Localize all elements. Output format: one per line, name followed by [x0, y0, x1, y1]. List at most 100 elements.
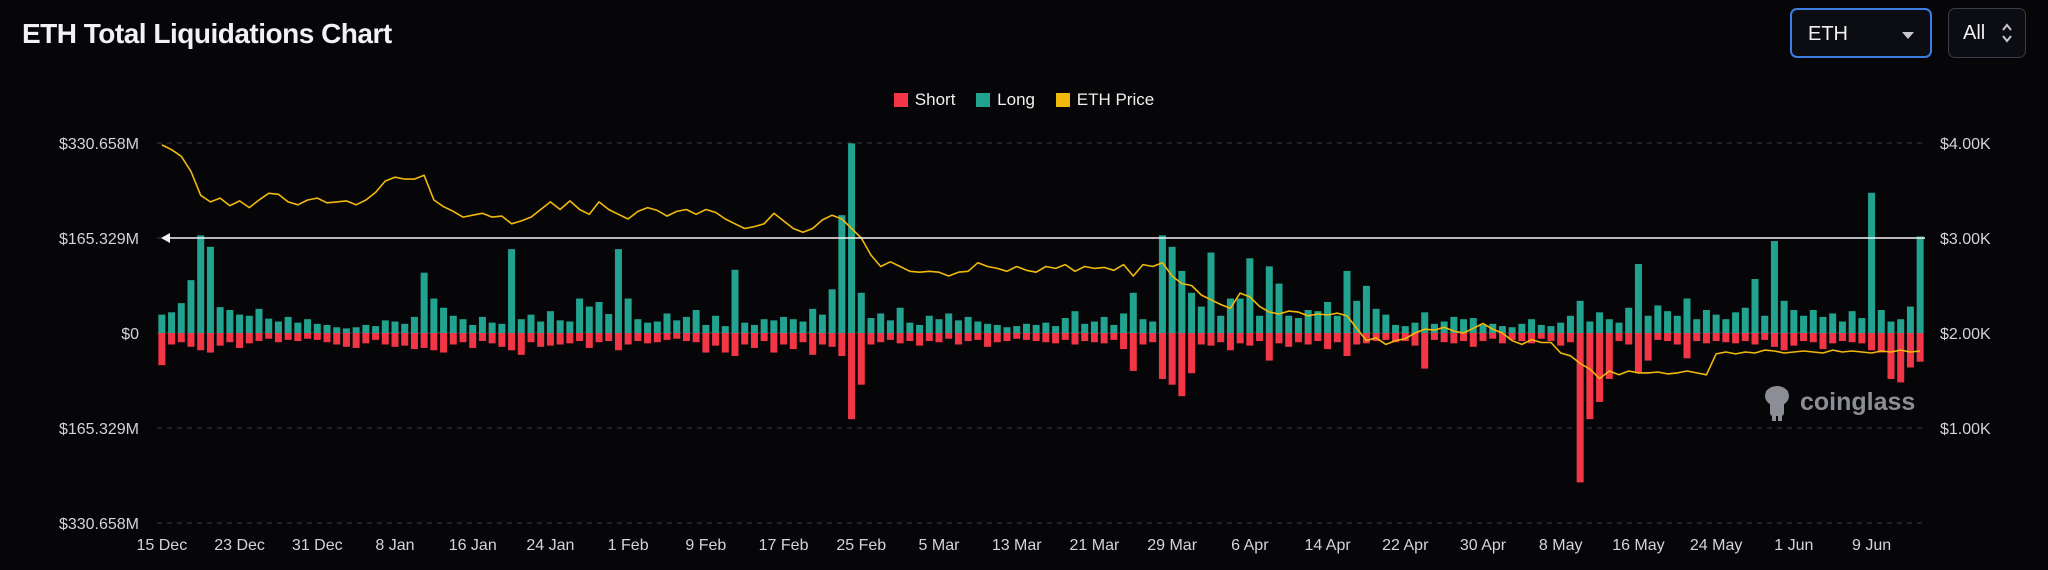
- short-bar[interactable]: [605, 333, 613, 342]
- long-bar[interactable]: [1702, 310, 1710, 333]
- short-bar[interactable]: [1644, 333, 1652, 361]
- short-bar[interactable]: [1518, 333, 1526, 342]
- short-bar[interactable]: [1129, 333, 1137, 371]
- long-bar[interactable]: [702, 324, 710, 333]
- long-bar[interactable]: [1294, 318, 1302, 333]
- short-bar[interactable]: [741, 333, 749, 345]
- short-bar[interactable]: [1275, 333, 1283, 344]
- long-bar[interactable]: [410, 316, 418, 333]
- short-bar[interactable]: [449, 333, 457, 345]
- long-bar[interactable]: [712, 315, 720, 333]
- long-bar[interactable]: [420, 272, 428, 333]
- long-bar[interactable]: [993, 324, 1001, 333]
- long-bar[interactable]: [1751, 278, 1759, 333]
- short-bar[interactable]: [206, 333, 214, 353]
- short-bar[interactable]: [1013, 333, 1021, 339]
- short-bar[interactable]: [760, 333, 768, 342]
- long-bar[interactable]: [1129, 292, 1137, 333]
- coin-select[interactable]: ETH: [1790, 8, 1932, 58]
- short-bar[interactable]: [1003, 333, 1011, 342]
- short-bar[interactable]: [750, 333, 758, 348]
- long-bar[interactable]: [624, 298, 632, 333]
- short-bar[interactable]: [984, 333, 992, 347]
- long-bar[interactable]: [906, 322, 914, 333]
- short-bar[interactable]: [1537, 333, 1545, 339]
- long-bar[interactable]: [1790, 310, 1798, 333]
- long-bar[interactable]: [1275, 283, 1283, 333]
- long-bar[interactable]: [945, 313, 953, 333]
- short-bar[interactable]: [1382, 333, 1390, 340]
- long-bar[interactable]: [867, 318, 875, 333]
- long-bar[interactable]: [1829, 313, 1837, 333]
- long-bar[interactable]: [1547, 326, 1555, 333]
- long-bar[interactable]: [1566, 315, 1574, 333]
- short-bar[interactable]: [838, 333, 846, 356]
- long-bar[interactable]: [644, 322, 652, 333]
- long-bar[interactable]: [187, 280, 195, 333]
- long-bar[interactable]: [352, 327, 360, 333]
- short-bar[interactable]: [712, 333, 720, 346]
- long-bar[interactable]: [1479, 324, 1487, 333]
- long-bar[interactable]: [1605, 319, 1613, 333]
- short-bar[interactable]: [1625, 333, 1633, 345]
- short-bar[interactable]: [935, 333, 943, 343]
- long-bar[interactable]: [1333, 315, 1341, 333]
- short-bar[interactable]: [682, 333, 690, 342]
- short-bar[interactable]: [1178, 333, 1186, 397]
- long-bar[interactable]: [1071, 311, 1079, 333]
- long-bar[interactable]: [1197, 306, 1205, 333]
- short-bar[interactable]: [780, 333, 788, 345]
- short-bar[interactable]: [789, 333, 797, 350]
- long-bar[interactable]: [333, 327, 341, 333]
- long-bar[interactable]: [459, 319, 467, 333]
- short-bar[interactable]: [158, 333, 166, 366]
- short-bar[interactable]: [1673, 333, 1681, 345]
- short-bar[interactable]: [1081, 333, 1089, 342]
- long-bar[interactable]: [1168, 246, 1176, 333]
- short-bar[interactable]: [1314, 333, 1322, 342]
- short-bar[interactable]: [1090, 333, 1098, 343]
- short-bar[interactable]: [1586, 333, 1594, 420]
- short-bar[interactable]: [1294, 333, 1302, 343]
- short-bar[interactable]: [1702, 333, 1710, 344]
- long-bar[interactable]: [1741, 307, 1749, 333]
- long-bar[interactable]: [984, 323, 992, 333]
- long-bar[interactable]: [1897, 319, 1905, 333]
- short-bar[interactable]: [430, 333, 438, 351]
- long-bar[interactable]: [1304, 310, 1312, 333]
- long-bar[interactable]: [1139, 319, 1147, 333]
- long-bar[interactable]: [440, 307, 448, 333]
- short-bar[interactable]: [1897, 333, 1905, 383]
- short-bar[interactable]: [401, 333, 409, 346]
- short-bar[interactable]: [488, 333, 496, 344]
- legend-item-eth-price[interactable]: ETH Price: [1055, 90, 1154, 110]
- short-bar[interactable]: [1819, 333, 1827, 350]
- short-bar[interactable]: [770, 333, 778, 353]
- long-bar[interactable]: [1042, 322, 1050, 333]
- long-bar[interactable]: [401, 323, 409, 333]
- long-bar[interactable]: [1596, 312, 1604, 333]
- long-bar[interactable]: [1576, 300, 1584, 333]
- long-bar[interactable]: [381, 320, 389, 333]
- long-bar[interactable]: [1061, 318, 1069, 333]
- short-bar[interactable]: [1149, 333, 1157, 343]
- short-bar[interactable]: [284, 333, 292, 340]
- short-bar[interactable]: [410, 333, 418, 350]
- long-bar[interactable]: [1188, 292, 1196, 333]
- short-bar[interactable]: [1285, 333, 1293, 347]
- short-bar[interactable]: [537, 333, 545, 347]
- short-bar[interactable]: [197, 333, 205, 351]
- short-bar[interactable]: [1906, 333, 1914, 368]
- short-bar[interactable]: [692, 333, 700, 343]
- short-bar[interactable]: [1197, 333, 1205, 345]
- long-bar[interactable]: [1887, 321, 1895, 333]
- short-bar[interactable]: [818, 333, 826, 345]
- short-bar[interactable]: [274, 333, 282, 343]
- short-bar[interactable]: [1664, 333, 1672, 342]
- long-bar[interactable]: [1207, 252, 1215, 333]
- long-bar[interactable]: [1809, 310, 1817, 333]
- long-bar[interactable]: [877, 313, 885, 333]
- short-bar[interactable]: [362, 333, 370, 344]
- short-bar[interactable]: [1838, 333, 1846, 342]
- long-bar[interactable]: [1615, 322, 1623, 333]
